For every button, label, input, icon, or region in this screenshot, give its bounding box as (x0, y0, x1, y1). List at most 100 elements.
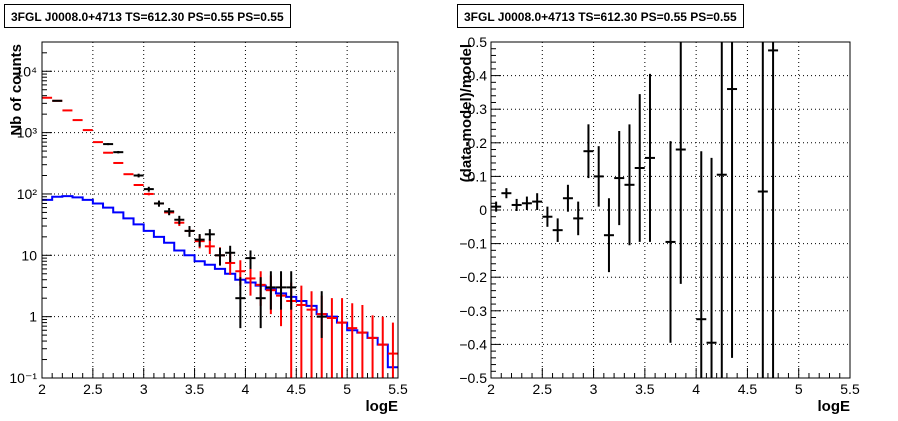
data-point (174, 215, 185, 225)
residual-point (727, 42, 738, 358)
x-tick-label: 3.5 (635, 381, 655, 397)
data-point (215, 247, 225, 266)
x-axis-label: logE (818, 398, 851, 415)
residual-point (593, 146, 604, 207)
x-tick-label: 4 (242, 381, 250, 397)
y-tick-label: 0.3 (468, 101, 488, 117)
data-point (164, 208, 175, 216)
chart-title: 3FGL J0008.0+4713 TS=612.30 PS=0.55 PS=0… (4, 4, 291, 28)
plot-frame (41, 41, 399, 379)
y-axis-label: (data-model)/model (458, 44, 475, 182)
residual-point (716, 42, 727, 378)
x-tick-label: 2 (38, 381, 46, 397)
series-layer (42, 96, 398, 378)
data-point (276, 271, 287, 310)
x-axis-label: logE (366, 398, 399, 415)
data-point (245, 250, 256, 269)
model-point (387, 322, 398, 378)
residual-point (511, 198, 522, 212)
y-tick-label: 10² (17, 186, 38, 202)
y-tick-label: 0 (479, 202, 487, 218)
plot-area (42, 42, 398, 378)
chart-title: 3FGL J0008.0+4713 TS=612.30 PS=0.55 PS=0… (457, 4, 744, 28)
residual-point (603, 198, 614, 273)
data-point (255, 277, 266, 329)
residual-point (521, 196, 532, 210)
data-point (143, 186, 154, 192)
data-point (133, 173, 144, 178)
model-point (367, 315, 378, 378)
residual-point (768, 42, 779, 378)
residual-point (634, 94, 645, 242)
y-tick-label: 10 (21, 247, 37, 263)
model-point (357, 304, 368, 378)
model-step-line (42, 195, 398, 369)
residual-point (624, 124, 635, 246)
residual-chart: 2 2.5 3 3.5 4 4.5 5 5.5 −0.5 −0.4 −0.3 −0.2 −0.1 0 0.1… (458, 34, 860, 415)
model-point (204, 238, 215, 255)
residual-point (644, 73, 655, 242)
y-tick-label: 0.2 (468, 135, 488, 151)
y-tick-label: 1 (29, 309, 37, 325)
x-tick-label: 4.5 (287, 381, 307, 397)
residual-point (614, 131, 625, 226)
data-point (204, 229, 215, 241)
model-point (377, 316, 388, 378)
y-tick-label: −0.2 (459, 269, 487, 285)
x-tick-label: 4 (692, 381, 700, 397)
data-point (184, 226, 195, 237)
model-point (143, 192, 154, 196)
model-point (337, 298, 348, 378)
data-point (103, 143, 114, 146)
y-tick-label: 10⁻¹ (9, 370, 37, 386)
y-tick-label: −0.3 (459, 303, 487, 319)
data-point (153, 200, 164, 207)
x-tick-label: 3 (590, 381, 598, 397)
data-point (194, 234, 205, 247)
x-tick-label: 5 (795, 381, 803, 397)
y-axis-label: Nb of counts (8, 44, 25, 136)
y-tick-label: 0.5 (468, 34, 488, 50)
residual-point (757, 42, 768, 378)
residual-point (696, 151, 707, 378)
data-point (265, 271, 276, 310)
data-point (235, 277, 246, 329)
counts-chart: 2 2.5 3 3.5 4 4.5 5 5.5 10⁻¹ 1 10 10² 10³ 10⁴ logE Nb… (8, 41, 408, 415)
residual-point (573, 201, 584, 236)
y-tick-label: 10⁴ (15, 63, 37, 79)
residual-point (706, 157, 717, 378)
x-tick-label: 2.5 (533, 381, 553, 397)
x-tick-label: 2 (487, 381, 495, 397)
grid (41, 42, 399, 379)
model-point (326, 298, 337, 378)
residual-point (532, 193, 543, 210)
y-tick-label: 0.1 (468, 168, 488, 184)
x-tick-label: 4.5 (738, 381, 758, 397)
residual-point (562, 184, 573, 212)
data-point (52, 99, 63, 102)
model-point (245, 267, 256, 296)
data-point (286, 271, 297, 310)
y-tick-label: 0.4 (468, 68, 488, 84)
residual-point (583, 124, 594, 179)
residual-chart-panel: 2 2.5 3 3.5 4 4.5 5 5.5 −0.5 −0.4 −0.3 −0.2 −0.1 0 0.1… (449, 0, 898, 421)
y-tick-label: −0.4 (459, 336, 487, 352)
data-point (113, 150, 124, 154)
x-tick-label: 5 (343, 381, 351, 397)
model-point (296, 285, 307, 378)
y-tick-label: −0.1 (459, 236, 487, 252)
x-tick-label: 3 (140, 381, 148, 397)
residual-point (665, 141, 676, 343)
series-layer (491, 42, 779, 378)
x-tick-label: 5.5 (388, 381, 408, 397)
data-point (225, 245, 236, 263)
model-point (306, 291, 317, 378)
x-tick-label: 5.5 (840, 381, 860, 397)
axes: 2 2.5 3 3.5 4 4.5 5 5.5 10⁻¹ 1 10 10² 10³ 10⁴ (9, 41, 408, 397)
residual-point (542, 206, 553, 227)
y-tick-label: 10³ (17, 125, 38, 141)
residual-point (675, 42, 686, 284)
axes: 2 2.5 3 3.5 4 4.5 5 5.5 −0.5 −0.4 −0.3 −0.2 −0.1 0 0.1… (459, 34, 860, 397)
residual-point (552, 218, 563, 242)
residual-point (501, 188, 512, 199)
